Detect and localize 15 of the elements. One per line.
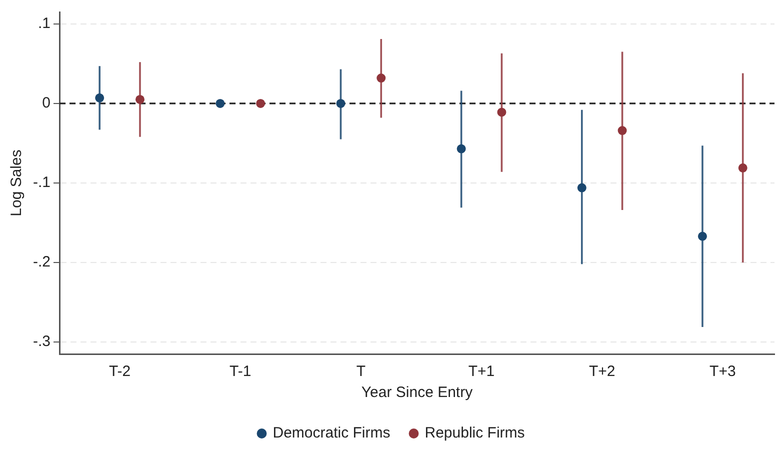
x-tick-label: T: [356, 363, 366, 380]
x-tick-label: T-2: [108, 363, 131, 380]
y-tick-label: -.2: [32, 254, 51, 271]
y-axis-title: Log Sales: [8, 150, 26, 216]
legend-label: Democratic Firms: [272, 424, 390, 442]
y-tick-label: 0: [42, 94, 51, 112]
x-tick-label: T+2: [588, 363, 616, 380]
y-tick-label: -.3: [32, 333, 51, 350]
x-axis-title: Year Since Entry: [361, 384, 474, 402]
x-tick-label: T-1: [230, 363, 252, 380]
y-tick-label: .1: [38, 15, 51, 32]
y-tick-label: -.1: [32, 174, 51, 192]
x-tick-label: T+3: [710, 363, 736, 380]
legend-label: Republic Firms: [424, 424, 525, 442]
x-tick-label: T+1: [468, 363, 495, 380]
